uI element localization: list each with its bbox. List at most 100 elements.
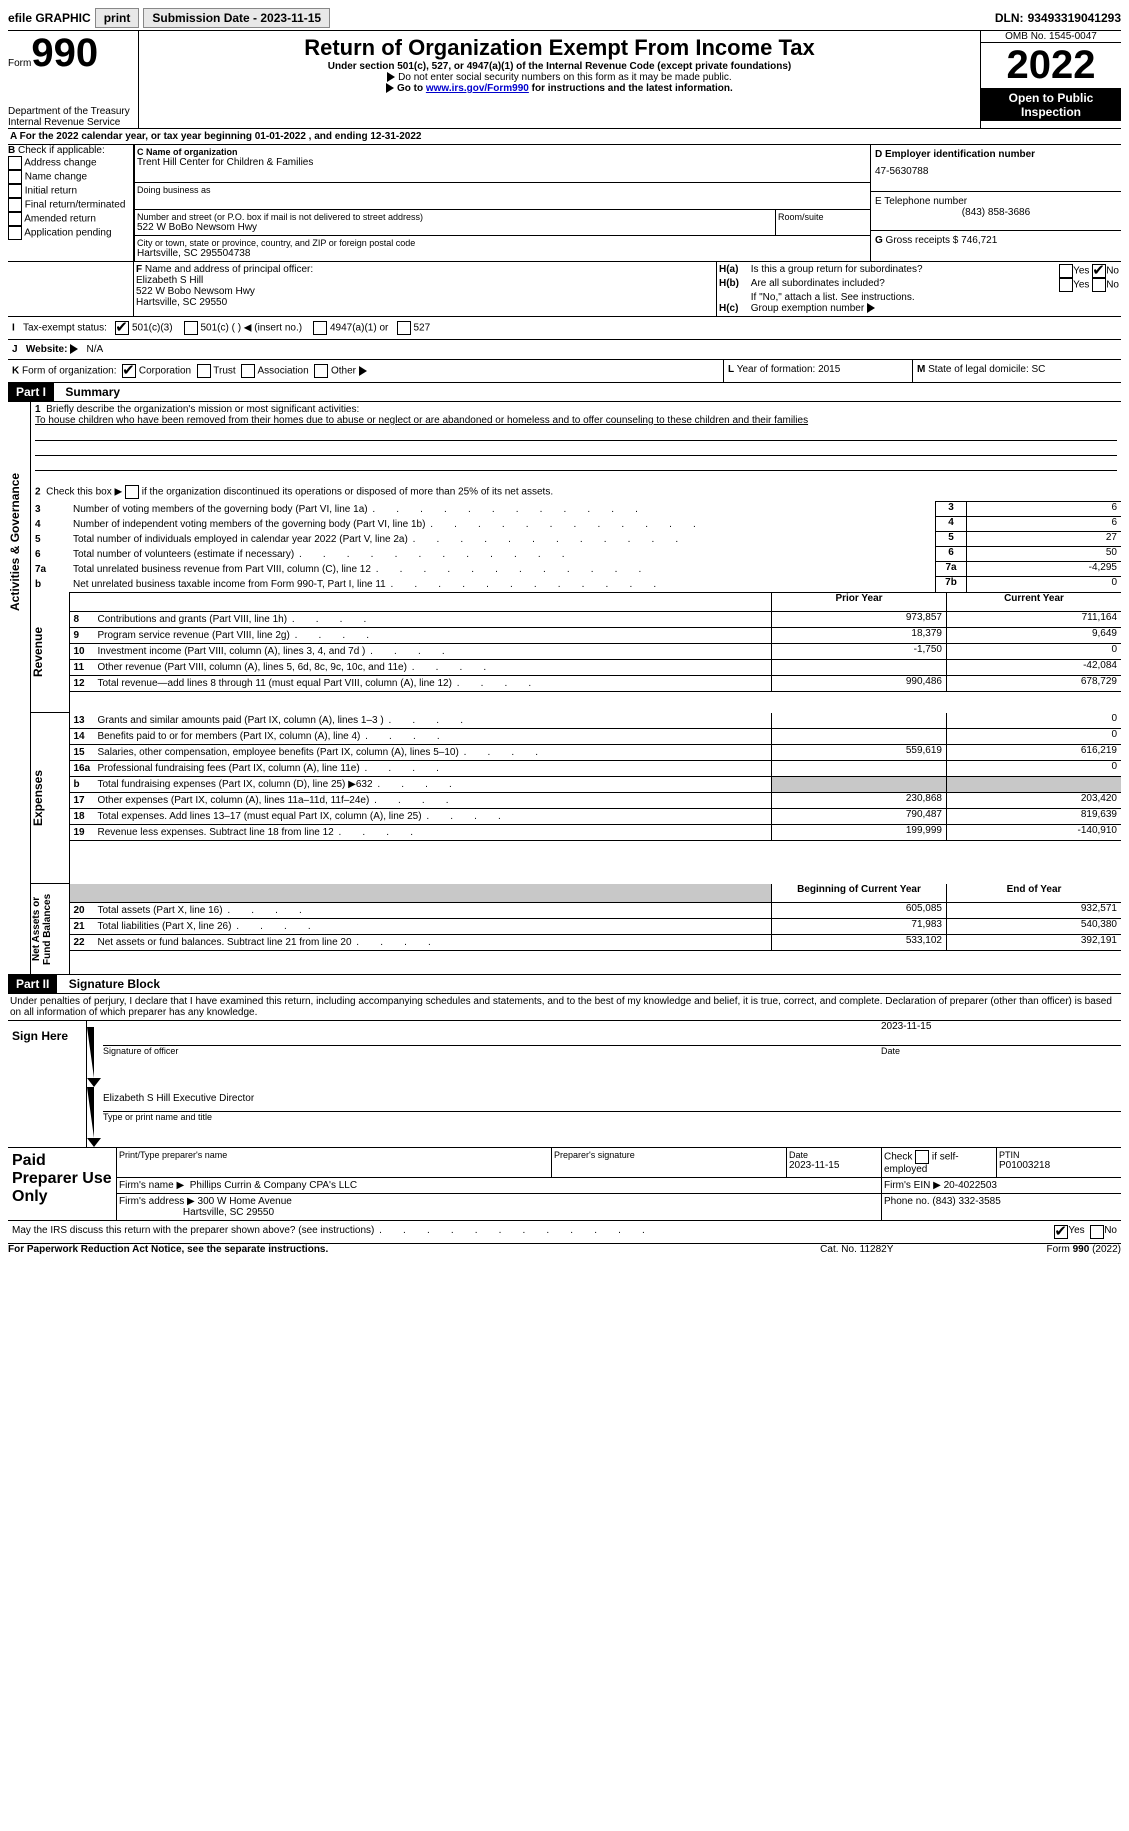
officer-group-block: F Name and address of principal officer:… xyxy=(8,262,1121,317)
sig-date-label: Date xyxy=(881,1046,1121,1057)
checkbox-527[interactable] xyxy=(397,321,411,335)
checkbox-amended[interactable] xyxy=(8,212,22,226)
checkbox-address-change[interactable] xyxy=(8,156,22,170)
top-bar: efile GRAPHIC print Submission Date - 20… xyxy=(8,8,1121,31)
line2-pre: Check this box ▶ xyxy=(46,487,122,498)
line-j: J Website: N/A xyxy=(8,340,1121,360)
hb-text: Are all subordinates included? xyxy=(751,278,1024,292)
l-label: L xyxy=(728,364,734,375)
checkbox-assoc[interactable] xyxy=(241,364,255,378)
check-label: Check xyxy=(884,1152,912,1163)
checkbox-4947[interactable] xyxy=(313,321,327,335)
note-goto-post: for instructions and the latest informat… xyxy=(529,83,733,94)
dept-treasury: Department of the Treasury xyxy=(8,106,138,117)
checkbox-trust[interactable] xyxy=(197,364,211,378)
k-label: K xyxy=(12,366,19,377)
j-caption: Website: xyxy=(26,344,68,355)
footer-left: For Paperwork Reduction Act Notice, see … xyxy=(8,1244,770,1255)
checkbox-501c3[interactable] xyxy=(115,321,129,335)
checkbox-self-employed[interactable] xyxy=(915,1150,929,1164)
firm-name: Phillips Currin & Company CPA's LLC xyxy=(190,1180,357,1191)
vlabel-activities: Activities & Governance xyxy=(8,402,22,682)
opt-initial-return: Initial return xyxy=(8,184,133,198)
footer-mid: Cat. No. 11282Y xyxy=(770,1244,944,1255)
hc-text: Group exemption number xyxy=(751,303,864,314)
open-to-public: Open to Public Inspection xyxy=(981,89,1121,121)
box-b-letter: B xyxy=(8,145,15,156)
vlabel-revenue: Revenue xyxy=(31,592,45,712)
checkbox-app-pending[interactable] xyxy=(8,226,22,240)
tax-year: 2022 xyxy=(981,43,1121,89)
form-header: Form990 Department of the Treasury Inter… xyxy=(8,31,1121,129)
line2-text: if the organization discontinued its ope… xyxy=(142,487,553,498)
ein-label: D Employer identification number xyxy=(875,149,1117,160)
checkbox-discuss-yes[interactable] xyxy=(1054,1225,1068,1239)
checkbox-corp[interactable] xyxy=(122,364,136,378)
note-ssn: Do not enter social security numbers on … xyxy=(398,72,731,83)
checkbox-group-no[interactable] xyxy=(1092,264,1106,278)
period-end: 12-31-2022 xyxy=(370,131,421,142)
checkbox-final-return[interactable] xyxy=(8,198,22,212)
checkbox-discuss-no[interactable] xyxy=(1090,1225,1104,1239)
officer-addr1: 522 W Bobo Newsom Hwy xyxy=(136,286,714,297)
dln-value: 93493319041293 xyxy=(1028,11,1121,25)
period-line: A For the 2022 calendar year, or tax yea… xyxy=(8,129,1121,145)
triangle-icon xyxy=(387,72,395,82)
form-number: 990 xyxy=(31,31,98,75)
opt-app-pending: Application pending xyxy=(8,226,133,240)
sig-arrow-icon xyxy=(87,1027,101,1087)
form990-link[interactable]: www.irs.gov/Form990 xyxy=(426,83,529,94)
firm-ein-label: Firm's EIN ▶ xyxy=(884,1180,941,1191)
year-formation: 2015 xyxy=(818,364,840,375)
firm-addr2: Hartsville, SC 29550 xyxy=(183,1207,274,1218)
triangle-icon xyxy=(70,344,78,354)
mission-text: To house children who have been removed … xyxy=(35,415,808,426)
checkbox-sub-yes[interactable] xyxy=(1059,278,1073,292)
checkbox-sub-no[interactable] xyxy=(1092,278,1106,292)
sign-here-label: Sign Here xyxy=(8,1021,87,1148)
m-caption: State of legal domicile: xyxy=(928,364,1031,375)
form-title: Return of Organization Exempt From Incom… xyxy=(149,35,970,61)
firm-phone-label: Phone no. xyxy=(884,1196,930,1207)
hc-label: H(c) xyxy=(719,303,738,314)
vlabel-netassets: Net Assets or Fund Balances xyxy=(31,884,53,974)
firm-name-label: Firm's name ▶ xyxy=(119,1180,184,1191)
sig-arrow-icon xyxy=(87,1087,101,1147)
pp-date-label: Date xyxy=(789,1150,808,1160)
period-begin: 01-01-2022 xyxy=(255,131,306,142)
part2-label: Part II xyxy=(8,975,57,993)
penalty-text: Under penalties of perjury, I declare th… xyxy=(8,994,1121,1021)
print-button[interactable]: print xyxy=(95,8,140,28)
submission-date-button[interactable]: Submission Date - 2023-11-15 xyxy=(143,8,330,28)
i-label: I xyxy=(12,323,15,334)
part2-title: Signature Block xyxy=(61,977,160,991)
m-label: M xyxy=(917,364,925,375)
irs-label: Internal Revenue Service xyxy=(8,117,138,128)
line1-label: Briefly describe the organization's miss… xyxy=(46,404,359,415)
preparer-sig-label: Preparer's signature xyxy=(554,1150,784,1160)
hb-label: H(b) xyxy=(719,278,739,289)
state-domicile: SC xyxy=(1032,364,1046,375)
checkbox-initial-return[interactable] xyxy=(8,184,22,198)
ha-label: H(a) xyxy=(719,264,738,275)
type-print-label: Type or print name and title xyxy=(103,1112,1121,1122)
form-label: Form xyxy=(8,58,31,69)
pp-date-value: 2023-11-15 xyxy=(789,1160,879,1171)
opt-address-change: Address change xyxy=(8,156,133,170)
gross-receipts-label: Gross receipts $ xyxy=(883,235,961,246)
c-name-label: C Name of organization xyxy=(137,147,868,157)
checkbox-name-change[interactable] xyxy=(8,170,22,184)
efile-label: efile GRAPHIC xyxy=(8,11,91,25)
checkbox-501c[interactable] xyxy=(184,321,198,335)
checkbox-other[interactable] xyxy=(314,364,328,378)
opt-amended: Amended return xyxy=(8,212,133,226)
part2-header: Part II Signature Block xyxy=(8,975,1121,994)
h-note: If "No," attach a list. See instructions… xyxy=(751,292,1119,303)
ein-value: 47-5630788 xyxy=(875,166,1117,177)
checkbox-discontinued[interactable] xyxy=(125,485,139,499)
checkbox-group-yes[interactable] xyxy=(1059,264,1073,278)
entity-block: B Check if applicable: Address change Na… xyxy=(8,145,1121,262)
note-goto-pre: Go to xyxy=(397,83,426,94)
website-value: N/A xyxy=(87,344,104,355)
sig-officer-label: Signature of officer xyxy=(103,1046,881,1057)
